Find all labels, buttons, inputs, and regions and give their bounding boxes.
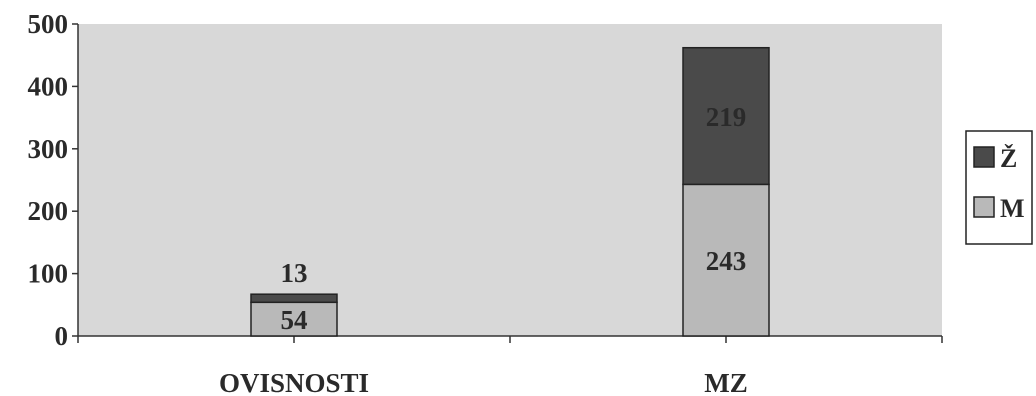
legend: ŽM: [965, 130, 1033, 245]
data-label: 243: [706, 246, 747, 276]
bar-ž-ovisnosti: [250, 293, 338, 304]
bar-m-ovisnosti: [250, 301, 338, 337]
bars: [250, 46, 770, 337]
x-category-label: MZ: [704, 368, 748, 396]
y-tick-label: 100: [28, 259, 69, 289]
y-tick-label: 400: [28, 71, 69, 101]
legend-swatch-ž: [973, 146, 995, 168]
x-category-label: OVISNOSTI: [219, 368, 369, 396]
legend-swatch-m: [973, 196, 995, 218]
y-tick-label: 0: [55, 321, 69, 351]
data-labels: 54 13 243 219: [281, 102, 747, 335]
data-label: 219: [706, 102, 747, 132]
bar-m-mz: [682, 183, 770, 337]
y-tick-label: 300: [28, 134, 69, 164]
axes: 0 100 200 300 400 500 OVISNOSTI MZ: [28, 9, 943, 396]
legend-label-m: M: [1000, 194, 1025, 223]
data-label: 54: [281, 305, 308, 335]
y-tick-label: 500: [28, 9, 69, 39]
data-label: 13: [281, 258, 308, 288]
y-tick-label: 200: [28, 196, 69, 226]
bar-ž-mz: [682, 46, 770, 186]
legend-label-ž: Ž: [1000, 144, 1017, 173]
plot-area: [78, 24, 942, 336]
